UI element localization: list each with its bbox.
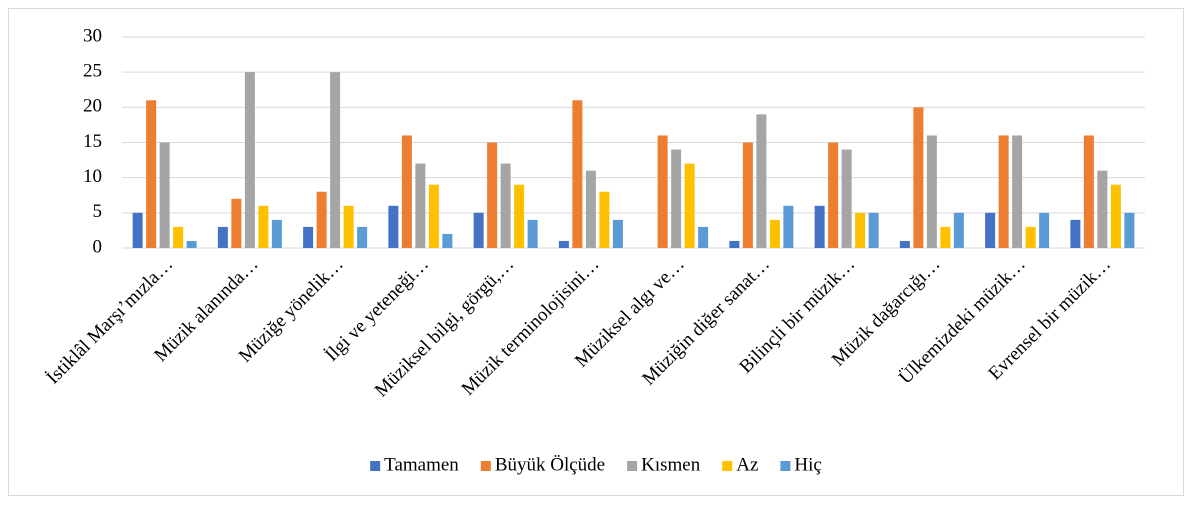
bar (913, 107, 924, 248)
y-tick-label: 30 (83, 25, 102, 46)
bar (742, 142, 753, 248)
bar (756, 114, 767, 248)
bar (1012, 135, 1023, 248)
bar (132, 212, 143, 248)
bar (258, 205, 269, 248)
y-tick-label: 5 (93, 201, 103, 222)
legend-label: Tamamen (384, 454, 459, 475)
bar (684, 163, 695, 248)
legend-swatch (627, 461, 638, 471)
bar (316, 191, 327, 248)
bar (173, 226, 184, 248)
legend-swatch (780, 461, 791, 471)
bar (998, 135, 1009, 248)
bar (343, 205, 354, 248)
legend-label: Hiç (794, 454, 821, 475)
bar (514, 184, 525, 248)
y-tick-label: 20 (83, 96, 102, 117)
bar (401, 135, 412, 248)
bar (841, 149, 852, 248)
bar (1083, 135, 1094, 248)
legend-label: Büyük Ölçüde (495, 454, 605, 475)
bar (1124, 212, 1135, 248)
bar (330, 72, 341, 249)
bar (1039, 212, 1050, 248)
bar (1110, 184, 1121, 248)
bar (783, 205, 794, 248)
legend-swatch (722, 461, 733, 471)
bar (671, 149, 682, 248)
bar (487, 142, 498, 248)
bar (146, 100, 157, 248)
bar (415, 163, 426, 248)
bar (1097, 170, 1108, 248)
legend-label: Az (736, 454, 758, 475)
legend-swatch (480, 461, 491, 471)
bar (527, 219, 538, 248)
bar (657, 135, 668, 248)
bar (442, 233, 453, 248)
bar (868, 212, 879, 248)
bar (585, 170, 596, 248)
bar (855, 212, 866, 248)
bar (698, 226, 709, 248)
y-tick-label: 15 (83, 131, 102, 152)
legend-swatch (370, 461, 381, 471)
bar (1070, 219, 1081, 248)
y-tick-label: 25 (83, 61, 102, 82)
bar (558, 240, 569, 248)
bar (1025, 226, 1036, 248)
bar (428, 184, 439, 248)
bar (473, 212, 484, 248)
bar (769, 219, 780, 248)
bar (388, 205, 399, 248)
bar (899, 240, 910, 248)
bar (271, 219, 282, 248)
bar (953, 212, 964, 248)
bar (729, 240, 740, 248)
bar (599, 191, 610, 248)
bar (828, 142, 839, 248)
bar (612, 219, 623, 248)
y-tick-label: 10 (83, 166, 102, 187)
y-tick-label: 0 (93, 236, 103, 257)
bar (814, 205, 825, 248)
bar (357, 226, 368, 248)
bar (500, 163, 511, 248)
legend-label: Kısmen (641, 454, 701, 475)
bar (231, 198, 242, 248)
bar (159, 142, 170, 248)
bar (926, 135, 937, 248)
bar (940, 226, 951, 248)
chart-border (8, 8, 1184, 496)
bar (217, 226, 228, 248)
bar (186, 240, 197, 248)
bar (303, 226, 314, 248)
bar (572, 100, 583, 248)
bar (244, 72, 255, 249)
bar (985, 212, 996, 248)
